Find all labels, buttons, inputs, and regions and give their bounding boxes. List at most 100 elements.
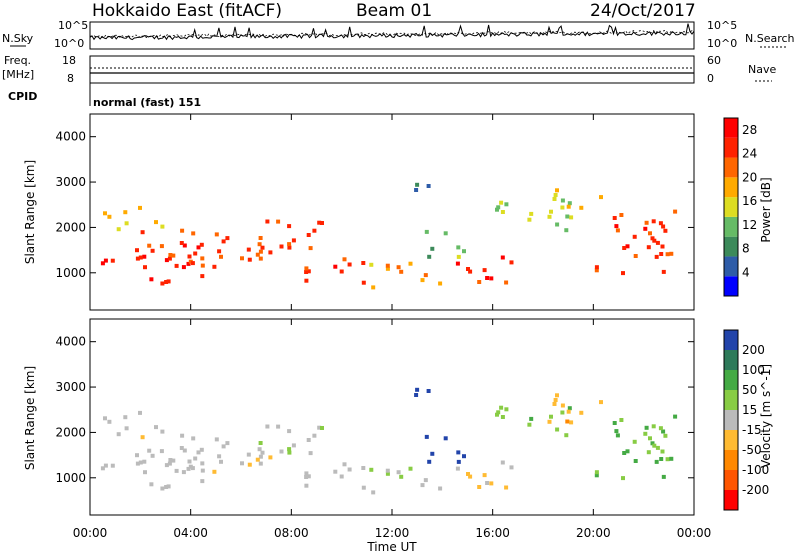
heatmap-cell bbox=[182, 243, 187, 248]
heatmap-cell bbox=[651, 219, 656, 224]
heatmap-cell bbox=[654, 459, 659, 464]
heatmap-cell bbox=[399, 269, 404, 274]
velocity-panel: 1000 2000 3000 4000 Slant Range [km] bbox=[23, 318, 695, 516]
heatmap-cell bbox=[549, 414, 553, 419]
heatmap-cell bbox=[659, 457, 664, 461]
heatmap-cell bbox=[579, 410, 584, 415]
heatmap-cell bbox=[258, 256, 263, 261]
heatmap-cell bbox=[199, 242, 204, 247]
heatmap-cell bbox=[555, 427, 560, 432]
heatmap-cell bbox=[143, 265, 147, 270]
heatmap-cell bbox=[552, 402, 557, 406]
heatmap-cell bbox=[150, 453, 155, 458]
colorbar-swatch bbox=[724, 157, 738, 178]
heatmap-cell bbox=[317, 220, 322, 225]
colorbar-tick-label: 24 bbox=[742, 147, 757, 161]
heatmap-cell bbox=[615, 433, 620, 438]
heatmap-cell bbox=[622, 451, 627, 455]
heatmap-cell bbox=[361, 466, 366, 470]
noise-right-tick-low: 10^0 bbox=[707, 37, 737, 50]
heatmap-cell bbox=[320, 426, 324, 430]
heatmap-cell bbox=[260, 245, 265, 250]
heatmap-cell bbox=[485, 481, 490, 485]
heatmap-cell bbox=[246, 247, 251, 252]
heatmap-cell bbox=[385, 263, 390, 268]
heatmap-cell bbox=[200, 461, 205, 466]
heatmap-cell bbox=[369, 467, 374, 472]
heatmap-cell bbox=[306, 474, 311, 479]
heatmap-cell bbox=[107, 214, 112, 219]
heatmap-cell bbox=[268, 455, 273, 460]
heatmap-cell bbox=[193, 251, 198, 256]
power-y-axis: 1000 2000 3000 4000 bbox=[55, 130, 694, 280]
heatmap-cell bbox=[652, 443, 657, 448]
heatmap-cell bbox=[171, 458, 176, 463]
heatmap-cell bbox=[651, 424, 656, 429]
heatmap-cell bbox=[123, 415, 128, 420]
heatmap-cell bbox=[669, 456, 674, 461]
cpid-label: CPID bbox=[8, 90, 37, 103]
heatmap-cell bbox=[258, 454, 263, 459]
x-tick-label: 16:00 bbox=[475, 526, 510, 540]
heatmap-cell bbox=[500, 255, 505, 260]
heatmap-cell bbox=[594, 265, 599, 270]
heatmap-cell bbox=[632, 234, 637, 239]
heatmap-cell bbox=[116, 432, 121, 437]
noise-panel: 10^5 10^0 10^5 10^0 N.Sky N.Search bbox=[2, 19, 795, 50]
heatmap-cell bbox=[182, 448, 187, 453]
heatmap-cell bbox=[147, 243, 152, 248]
heatmap-cell bbox=[599, 400, 603, 405]
heatmap-cell bbox=[633, 459, 638, 463]
heatmap-cell bbox=[164, 485, 169, 489]
colorbar-tick-label: 4 bbox=[742, 265, 750, 279]
heatmap-cell bbox=[408, 261, 413, 266]
heatmap-cell bbox=[361, 261, 366, 265]
heatmap-cell bbox=[140, 435, 145, 440]
colorbar-swatch bbox=[724, 276, 738, 296]
heatmap-cell bbox=[547, 214, 552, 219]
heatmap-cell bbox=[257, 447, 262, 452]
velocity-y-axis: 1000 2000 3000 4000 bbox=[55, 335, 694, 485]
heatmap-cell bbox=[219, 459, 223, 464]
heatmap-cell bbox=[482, 268, 487, 273]
heatmap-cell bbox=[385, 468, 390, 473]
heatmap-cell bbox=[399, 474, 404, 479]
heatmap-cell bbox=[140, 230, 145, 235]
heatmap-cell bbox=[287, 429, 292, 434]
heatmap-cell bbox=[396, 470, 401, 475]
heatmap-cell bbox=[167, 256, 172, 261]
heatmap-cell bbox=[499, 200, 504, 205]
heatmap-cell bbox=[304, 475, 309, 479]
colorbar-swatch bbox=[724, 430, 738, 450]
heatmap-cell bbox=[279, 449, 284, 454]
colorbar-swatch bbox=[724, 118, 738, 138]
heatmap-cell bbox=[214, 232, 219, 237]
heatmap-cell bbox=[499, 405, 504, 410]
heatmap-cell bbox=[159, 449, 164, 454]
heatmap-cell bbox=[188, 464, 193, 469]
heatmap-cell bbox=[180, 228, 185, 233]
heatmap-cell bbox=[166, 279, 171, 284]
heatmap-cell bbox=[415, 182, 420, 187]
heatmap-cell bbox=[430, 451, 435, 456]
heatmap-cell bbox=[193, 456, 198, 461]
freq-label: Freq. bbox=[4, 54, 31, 67]
heatmap-cell bbox=[612, 216, 617, 220]
heatmap-cell bbox=[549, 209, 553, 214]
heatmap-cell bbox=[268, 250, 273, 255]
heatmap-cell bbox=[265, 219, 270, 224]
heatmap-cell bbox=[527, 217, 532, 222]
heatmap-cell bbox=[648, 436, 652, 441]
heatmap-cell bbox=[569, 215, 574, 220]
heatmap-cell bbox=[477, 485, 482, 489]
heatmap-cell bbox=[553, 398, 558, 402]
freq-left-tick-low: 8 bbox=[67, 72, 74, 85]
heatmap-cell bbox=[308, 451, 313, 456]
heatmap-cell bbox=[200, 263, 205, 268]
cpid-value: normal (fast) 151 bbox=[93, 96, 201, 109]
heatmap-cell bbox=[555, 393, 559, 398]
heatmap-cell bbox=[614, 429, 619, 434]
heatmap-cell bbox=[110, 258, 115, 263]
heatmap-cell bbox=[196, 245, 201, 250]
